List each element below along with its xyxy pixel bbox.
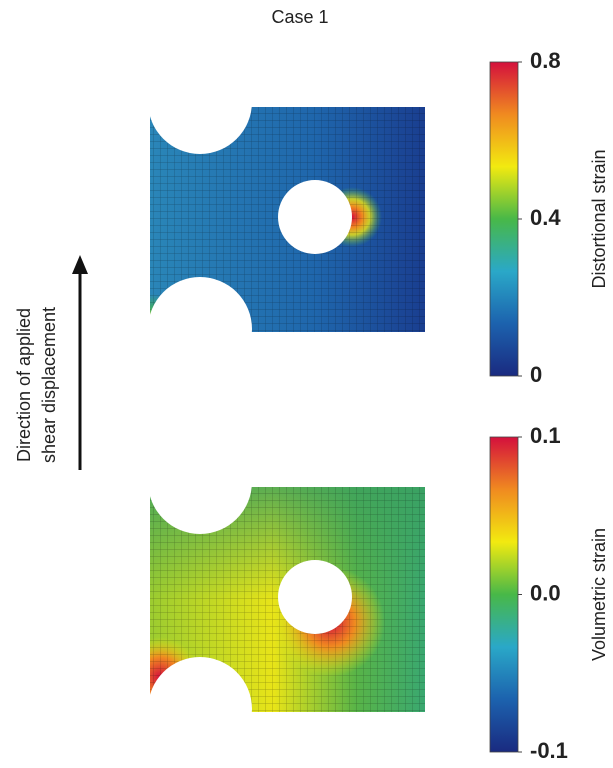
volumetric-plate [150, 487, 425, 712]
tick-label: 0 [530, 362, 542, 387]
arrow-label: Direction of applied [14, 308, 34, 462]
tick-label: -0.1 [530, 738, 568, 763]
colorbar-label: Distortional strain [589, 149, 609, 288]
tick-label: 0.0 [530, 580, 561, 605]
colorbar [489, 436, 519, 753]
arrow-head [72, 255, 88, 274]
tick-label: 0.1 [530, 423, 561, 448]
arrow-label: shear displacement [39, 307, 59, 463]
title: Case 1 [271, 7, 328, 27]
distortional-plate [150, 107, 425, 332]
tick-label: 0.4 [530, 205, 561, 230]
colorbar [489, 61, 519, 377]
colorbar-label: Volumetric strain [589, 528, 609, 661]
tick-label: 0.8 [530, 48, 561, 73]
